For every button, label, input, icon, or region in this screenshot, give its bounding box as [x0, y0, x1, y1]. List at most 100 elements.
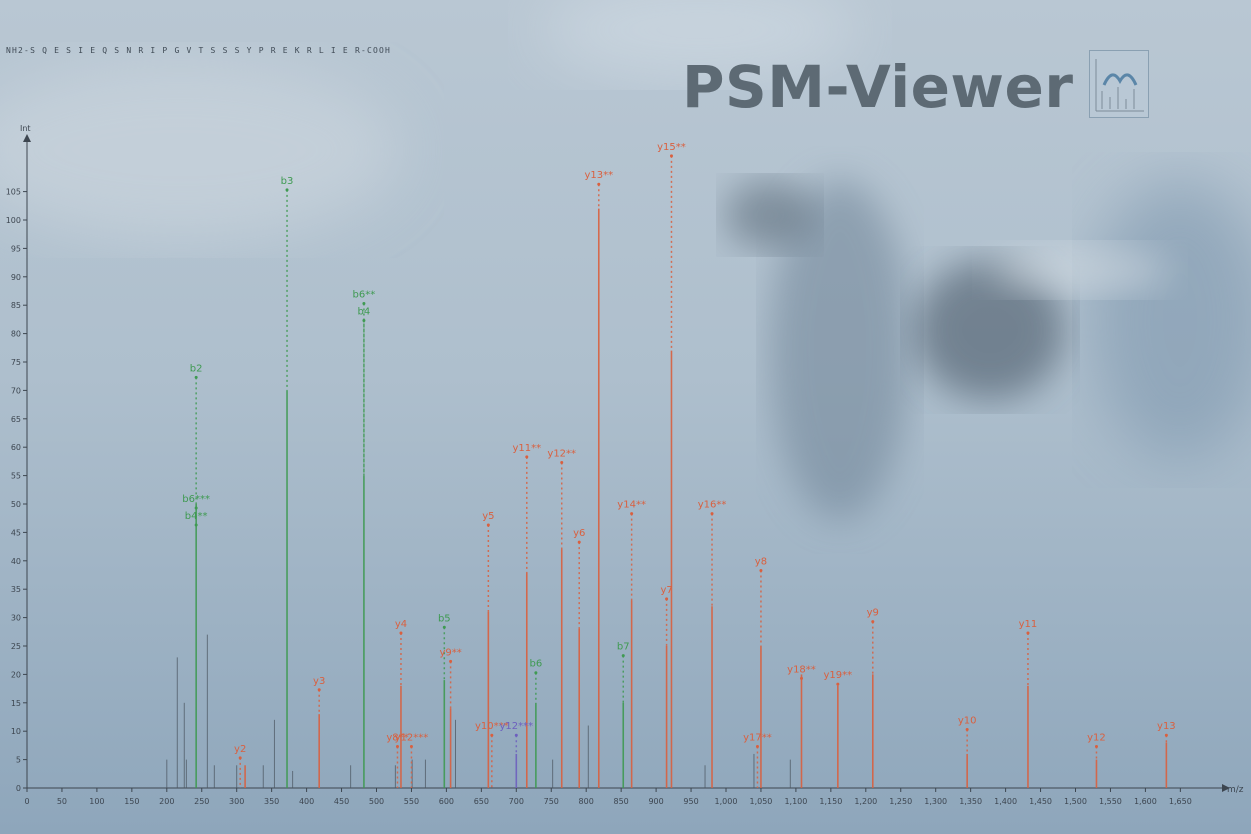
x-tick-label: 1,350	[959, 797, 982, 806]
ion-label-y4: y4	[395, 619, 407, 630]
y-tick-label: 80	[11, 330, 21, 339]
peak-marker-y12***	[409, 745, 413, 749]
x-tick-label: 650	[474, 797, 489, 806]
ion-label-y19**: y19**	[824, 670, 853, 681]
ion-label-y18**: y18**	[787, 664, 816, 675]
peak-marker-y12	[1094, 745, 1098, 749]
peak-marker-y4	[399, 631, 403, 635]
ion-label-y12: y12	[1087, 733, 1106, 744]
peak-marker-y3	[317, 688, 321, 692]
peptide-sequence: NH2-S Q E S I E Q S N R I P G V T S S S …	[6, 46, 392, 55]
peak-marker-y19**	[836, 682, 840, 686]
peak-marker-y16**	[710, 512, 714, 516]
ion-label-y11: y11	[1019, 619, 1038, 630]
ion-label-y2: y2	[234, 744, 246, 755]
y-tick-label: 45	[11, 528, 21, 537]
peak-marker-y17**	[755, 745, 759, 749]
peak-marker-y15**	[669, 154, 673, 158]
ion-label-y13: y13	[1157, 721, 1176, 732]
y-tick-label: 60	[11, 443, 21, 452]
x-axis-arrow-icon	[1222, 784, 1230, 792]
y-tick-label: 5	[16, 756, 21, 765]
x-tick-label: 450	[334, 797, 349, 806]
peak-marker-y10	[965, 728, 969, 732]
x-tick-label: 1,300	[924, 797, 947, 806]
y-tick-label: 35	[11, 585, 21, 594]
ion-label-y11**: y11**	[512, 443, 541, 454]
y-axis-arrow-icon	[23, 134, 31, 142]
x-tick-label: 550	[404, 797, 419, 806]
ion-label-b4**: b4**	[185, 511, 208, 522]
peak-marker-y11	[1026, 631, 1030, 635]
x-tick-label: 700	[509, 797, 524, 806]
peak-marker-b2	[194, 375, 198, 379]
ion-label-y13**: y13**	[584, 170, 613, 181]
ion-label-b7: b7	[617, 642, 630, 653]
x-tick-label: 1,200	[854, 797, 877, 806]
peak-marker-y8**	[395, 745, 399, 749]
ion-label-y8: y8	[755, 556, 767, 567]
ion-label-y12**: y12**	[547, 449, 576, 460]
ion-label-y15**: y15**	[657, 142, 686, 153]
y-tick-label: 0	[16, 784, 21, 793]
x-tick-label: 600	[439, 797, 454, 806]
x-axis-label: m/z	[1227, 785, 1244, 795]
y-tick-label: 70	[11, 386, 21, 395]
peak-marker-b3	[285, 188, 289, 192]
x-tick-label: 800	[579, 797, 594, 806]
ion-label-y17**: y17**	[743, 733, 772, 744]
ion-label-b4: b4	[358, 307, 371, 318]
x-tick-label: 950	[683, 797, 698, 806]
y-tick-label: 75	[11, 358, 21, 367]
ion-label-y10: y10	[958, 716, 977, 727]
peak-marker-y2	[238, 756, 242, 760]
y-tick-label: 10	[11, 727, 21, 736]
peak-marker-y6	[577, 540, 581, 544]
x-tick-label: 1,450	[1029, 797, 1052, 806]
y-tick-label: 15	[11, 699, 21, 708]
x-tick-label: 350	[264, 797, 279, 806]
x-tick-label: 150	[124, 797, 139, 806]
y-tick-label: 90	[11, 273, 21, 282]
x-tick-label: 500	[369, 797, 384, 806]
peak-marker-b5	[442, 625, 446, 629]
x-tick-label: 1,250	[889, 797, 912, 806]
peak-marker-y9	[871, 620, 875, 624]
peak-marker-y13	[1164, 733, 1168, 737]
ion-label-b5: b5	[438, 613, 451, 624]
x-tick-label: 1,050	[749, 797, 772, 806]
y-tick-label: 30	[11, 614, 21, 623]
ion-label-y8**: y8**	[386, 733, 408, 744]
x-tick-label: 400	[299, 797, 314, 806]
x-tick-label: 1,100	[784, 797, 807, 806]
ion-label-b3: b3	[281, 176, 294, 187]
peak-marker-b4**	[194, 523, 198, 527]
x-tick-label: 300	[229, 797, 244, 806]
ion-label-y5: y5	[482, 511, 494, 522]
ion-label-y14**: y14**	[617, 500, 646, 511]
y-tick-label: 55	[11, 472, 21, 481]
x-tick-label: 1,000	[715, 797, 738, 806]
ion-label-y9: y9	[867, 608, 879, 619]
x-tick-label: 850	[614, 797, 629, 806]
y-tick-label: 40	[11, 557, 21, 566]
peak-marker-y12***	[514, 733, 518, 737]
peak-marker-y14**	[630, 512, 634, 516]
y-tick-label: 20	[11, 670, 21, 679]
x-tick-label: 50	[57, 797, 67, 806]
peak-marker-y7	[665, 597, 669, 601]
y-tick-label: 85	[11, 301, 21, 310]
y-tick-label: 25	[11, 642, 21, 651]
ion-label-y12***: y12***	[395, 733, 429, 744]
y-tick-label: 65	[11, 415, 21, 424]
x-tick-label: 900	[648, 797, 663, 806]
peak-marker-y5	[486, 523, 490, 527]
peak-marker-y9**	[449, 659, 453, 663]
peak-marker-b4	[362, 319, 366, 323]
ion-label-b2: b2	[190, 363, 203, 374]
peak-marker-y8	[759, 568, 763, 572]
y-tick-label: 105	[6, 188, 21, 197]
y-axis-label: Int	[20, 124, 31, 133]
